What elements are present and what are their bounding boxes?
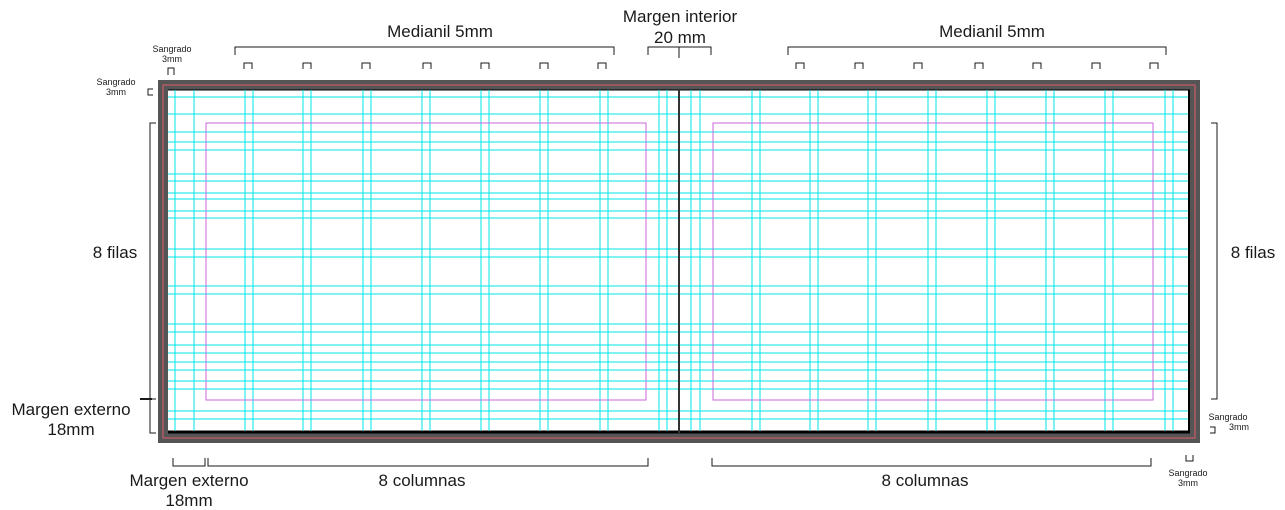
margen-externo-text: Margen externo bbox=[129, 471, 249, 490]
margen-interior-title: Margen interior bbox=[622, 7, 738, 26]
gutter-marker bbox=[243, 62, 253, 69]
margen-externo-left: Margen externo 18mm bbox=[2, 400, 140, 439]
filas-label-right: 8 filas bbox=[1230, 243, 1276, 262]
margen-externo-bracket-left bbox=[149, 398, 156, 434]
sangrado-bottom-label: Sangrado 3mm bbox=[1156, 468, 1220, 489]
gutter-marker bbox=[597, 62, 607, 69]
medianil-label-left: Medianil 5mm bbox=[387, 22, 493, 41]
medianil-bracket-right bbox=[787, 46, 1167, 55]
columnas-label-left: 8 columnas bbox=[378, 471, 466, 490]
gutter-marker bbox=[854, 62, 864, 69]
columnas-bracket-right bbox=[711, 458, 1152, 467]
sangrado-value: 3mm bbox=[1229, 422, 1249, 433]
margin-guide-right-page bbox=[712, 122, 1154, 401]
sangrado-marker-right bbox=[1210, 426, 1216, 434]
grid-guides bbox=[168, 90, 1188, 433]
sangrado-left-label: Sangrado 3mm bbox=[84, 77, 148, 98]
sangrado-text: Sangrado bbox=[1208, 412, 1248, 422]
columnas-label-right: 8 columnas bbox=[881, 471, 969, 490]
medianil-label-right: Medianil 5mm bbox=[939, 22, 1045, 41]
margen-externo-value: 18mm bbox=[165, 490, 213, 510]
sangrado-text: Sangrado bbox=[152, 44, 192, 54]
filas-bracket-right bbox=[1211, 122, 1218, 400]
gutter-marker bbox=[539, 62, 549, 69]
gutter-marker bbox=[480, 62, 490, 69]
sangrado-value: 3mm bbox=[162, 54, 182, 65]
sangrado-marker-bottom bbox=[1185, 455, 1194, 462]
gutter-marker bbox=[1032, 62, 1042, 69]
gutter-marker bbox=[1149, 62, 1159, 69]
sangrado-marker-left bbox=[147, 88, 153, 96]
margen-externo-value: 18mm bbox=[47, 419, 95, 439]
sangrado-top-label: Sangrado 3mm bbox=[140, 44, 204, 65]
margin-guide-left-page bbox=[205, 122, 647, 401]
sangrado-right-label: Sangrado 3mm bbox=[1196, 412, 1260, 433]
margen-externo-text: Margen externo bbox=[11, 400, 131, 419]
sangrado-marker-top bbox=[167, 67, 175, 75]
filas-label-left: 8 filas bbox=[92, 243, 138, 262]
bleed-guide-line bbox=[162, 84, 1196, 439]
gutter-marker bbox=[974, 62, 984, 69]
gutter-marker bbox=[1091, 62, 1101, 69]
gutter-marker bbox=[302, 62, 312, 69]
medianil-bracket-left bbox=[234, 46, 615, 55]
filas-bracket-left bbox=[149, 122, 156, 400]
gutter-marker bbox=[422, 62, 432, 69]
sangrado-value: 3mm bbox=[1178, 478, 1198, 489]
annotation-brackets bbox=[140, 46, 1218, 467]
margen-externo-bottom: Margen externo 18mm bbox=[120, 471, 258, 510]
gutter-marker bbox=[795, 62, 805, 69]
sangrado-text: Sangrado bbox=[96, 77, 136, 87]
margen-interior-value: 20 mm bbox=[654, 28, 706, 47]
margin-guides bbox=[205, 122, 1154, 401]
sangrado-value: 3mm bbox=[106, 87, 126, 98]
gutter-marker bbox=[913, 62, 923, 69]
sangrado-text: Sangrado bbox=[1168, 468, 1208, 478]
columnas-bracket-left bbox=[207, 458, 649, 467]
gutter-marker bbox=[361, 62, 371, 69]
margen-externo-bracket-bottom bbox=[172, 458, 206, 467]
